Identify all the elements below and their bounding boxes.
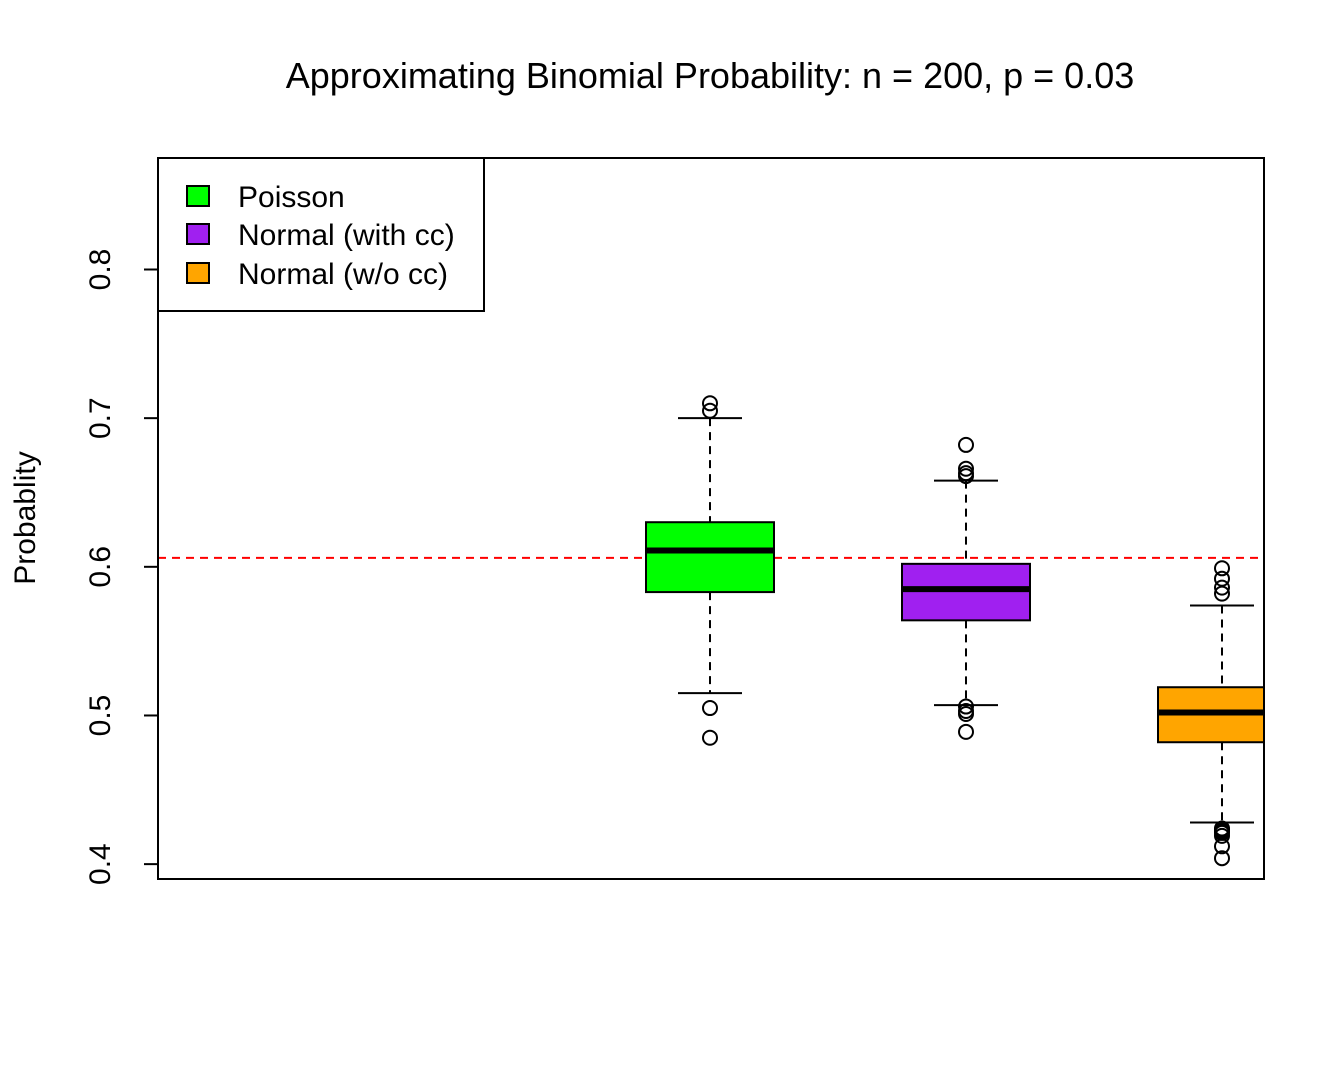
outlier-point	[1214, 820, 1230, 837]
plot-frame	[157, 157, 1265, 880]
plot-area	[158, 395, 1264, 867]
legend-entry: Normal (with cc)	[186, 219, 455, 252]
box-iqr	[645, 521, 775, 594]
y-tick-label: 0.5	[84, 695, 117, 737]
outlier-point	[702, 700, 718, 717]
legend-swatch	[186, 223, 210, 245]
y-tick-label: 0.7	[84, 397, 117, 439]
y-tick-label: 0.4	[84, 843, 117, 885]
outlier-point	[1214, 560, 1230, 577]
y-axis-label: Probablity	[9, 451, 42, 584]
legend: Poisson Normal (with cc) Normal (w/o cc)	[157, 157, 485, 312]
y-tick-label: 0.8	[84, 249, 117, 291]
outlier-point	[702, 402, 718, 419]
outlier-point	[958, 698, 974, 715]
box-2	[901, 436, 1031, 740]
outlier-point	[1214, 570, 1230, 587]
outlier-point	[702, 395, 718, 412]
legend-entry: Poisson	[186, 181, 345, 214]
outlier-point	[958, 723, 974, 740]
outlier-point	[958, 460, 974, 477]
box-3	[1157, 560, 1264, 867]
chart-title: Approximating Binomial Probability: n = …	[286, 55, 1135, 96]
legend-box	[157, 157, 485, 312]
legend-label: Normal (w/o cc)	[238, 258, 448, 291]
y-tick-label: 0.6	[84, 546, 117, 588]
outlier-point	[958, 465, 974, 482]
outlier-point	[702, 729, 718, 746]
y-axis: 0.4 0.5 0.6 0.7 0.8	[84, 249, 158, 885]
outlier-point	[1214, 850, 1230, 867]
legend-entry: Normal (w/o cc)	[186, 258, 448, 291]
legend-swatch	[186, 262, 210, 284]
box-1	[645, 395, 775, 746]
outlier-point	[1214, 579, 1230, 596]
outlier-point	[958, 703, 974, 720]
legend-swatch	[186, 185, 210, 207]
legend-label: Poisson	[238, 181, 345, 214]
legend-label: Normal (with cc)	[238, 219, 455, 252]
boxplot-layer	[645, 395, 1264, 867]
outlier-point	[958, 436, 974, 453]
